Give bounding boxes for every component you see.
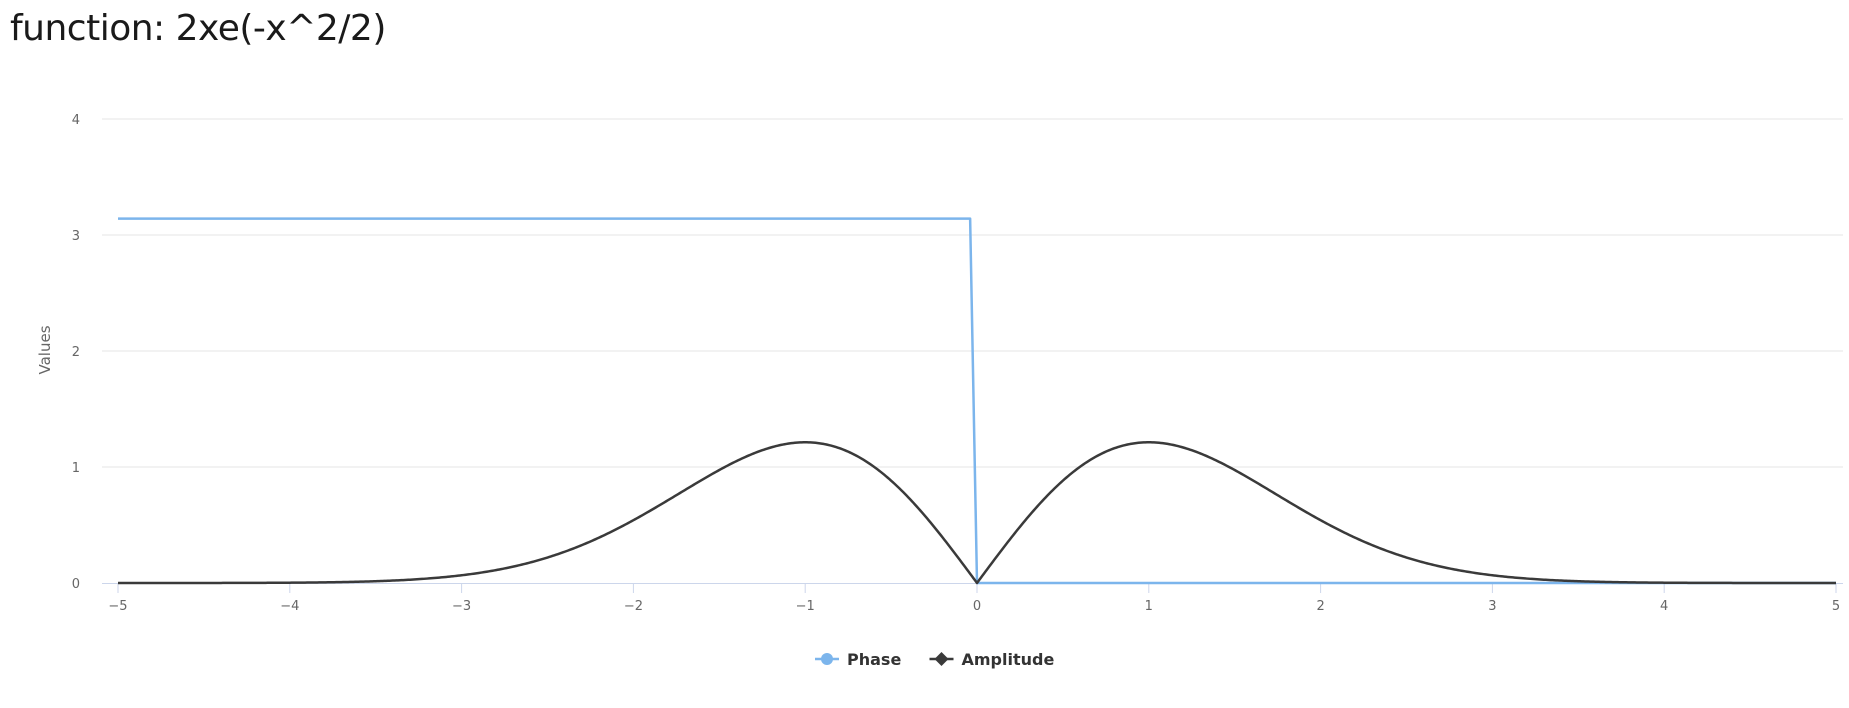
page-title: function: 2xe(-x^2/2) [10,8,386,49]
x-tick-label: 0 [973,599,981,614]
series-line-amplitude[interactable] [118,441,1836,585]
x-axis: −5 −4 −3 −2 −1 0 1 2 3 4 5 [102,583,1843,614]
legend-diamond-marker-icon [934,652,949,666]
legend: Phase Amplitude [815,650,1054,669]
y-tick-label: 0 [72,577,80,592]
x-tick-label: −5 [108,599,127,614]
legend-label: Amplitude [962,650,1055,669]
legend-circle-marker-icon [821,653,833,665]
x-tick-label: 2 [1316,599,1324,614]
x-tick-label: −3 [452,599,471,614]
series-line-phase[interactable] [118,217,1836,585]
y-tick-label: 2 [72,345,80,360]
y-tick-label: 4 [72,113,80,128]
x-tick-label: 5 [1832,599,1840,614]
x-tick-label: −1 [796,599,815,614]
y-axis-title: Values [36,325,54,374]
legend-item-amplitude[interactable]: Amplitude [929,650,1055,669]
x-tick-label: 3 [1488,599,1496,614]
x-tick-label: −4 [280,599,299,614]
series-lines [118,217,1836,585]
x-tick-label: −2 [624,599,643,614]
x-tick-label: 1 [1145,599,1153,614]
x-tick-label: 4 [1660,599,1668,614]
legend-item-phase[interactable]: Phase [815,650,901,669]
y-tick-label: 3 [72,229,80,244]
y-axis-tick-labels: 0 1 2 3 4 [72,113,80,592]
legend-label: Phase [847,650,901,669]
y-tick-label: 1 [72,461,80,476]
